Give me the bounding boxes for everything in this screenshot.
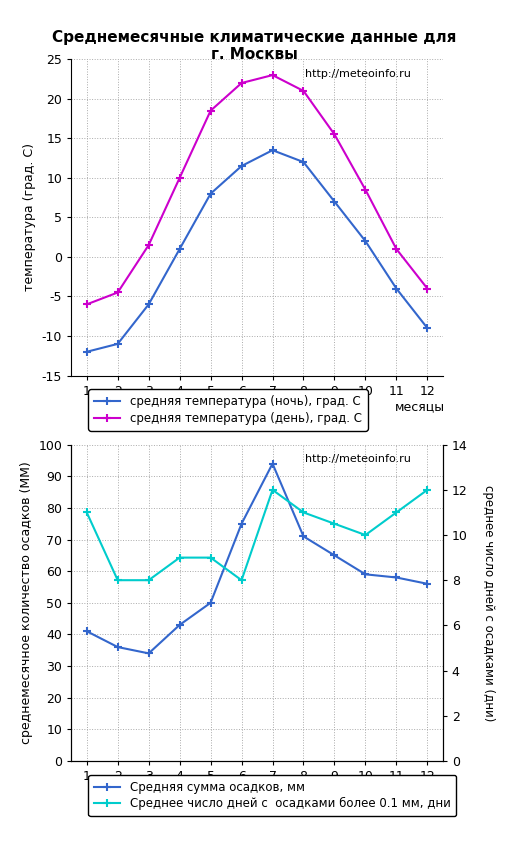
Y-axis label: среднемесячное количество осадков (ММ): среднемесячное количество осадков (ММ) [20, 462, 33, 745]
Text: месяцы: месяцы [394, 785, 445, 799]
Y-axis label: среднее число дней с осадками (дни): среднее число дней с осадками (дни) [482, 484, 495, 721]
Text: месяцы: месяцы [394, 400, 445, 413]
Text: Среднемесячные климатические данные для
г. Москвы: Среднемесячные климатические данные для … [52, 30, 457, 62]
Text: http://meteoinfo.ru: http://meteoinfo.ru [305, 69, 411, 79]
Text: http://meteoinfo.ru: http://meteoinfo.ru [305, 454, 411, 464]
Legend: средняя температура (ночь), град. С, средняя температура (день), град. С: средняя температура (ночь), град. С, сре… [88, 390, 367, 431]
Y-axis label: температура (град. C): температура (град. C) [23, 143, 36, 291]
Legend: Средняя сумма осадков, мм, Среднее число дней с  осадками более 0.1 мм, дни: Средняя сумма осадков, мм, Среднее число… [88, 775, 457, 817]
